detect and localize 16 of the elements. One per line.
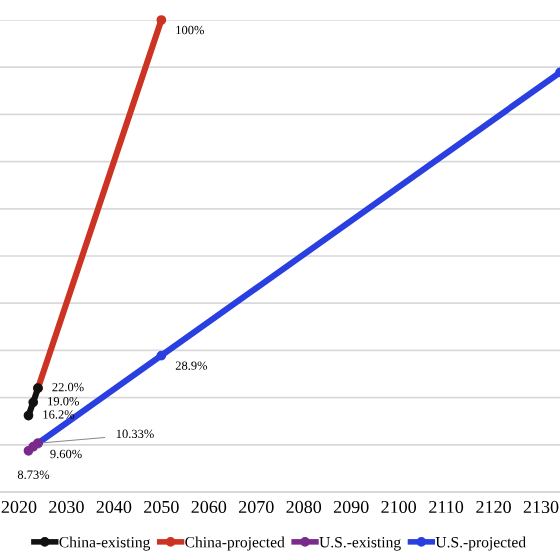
point <box>156 350 167 361</box>
x-tick-label: 2060 <box>191 500 227 514</box>
x-tick-label: 2100 <box>381 500 417 514</box>
point <box>23 410 34 421</box>
x-tick-label: 2110 <box>429 500 464 514</box>
x-tick-label: 2090 <box>333 500 369 514</box>
x-tick-label: 2130 <box>523 500 559 514</box>
x-tick-label: 2040 <box>96 500 132 514</box>
x-tick-label: 2020 <box>1 500 37 514</box>
x-tick-label: 2050 <box>144 500 179 514</box>
x-tick-label: 2120 <box>476 500 511 514</box>
x-tick-label: 2080 <box>286 500 322 514</box>
point <box>156 15 167 25</box>
point <box>28 397 39 408</box>
x-tick-label: 2070 <box>239 500 274 514</box>
x-tick-label: 2030 <box>49 500 84 514</box>
